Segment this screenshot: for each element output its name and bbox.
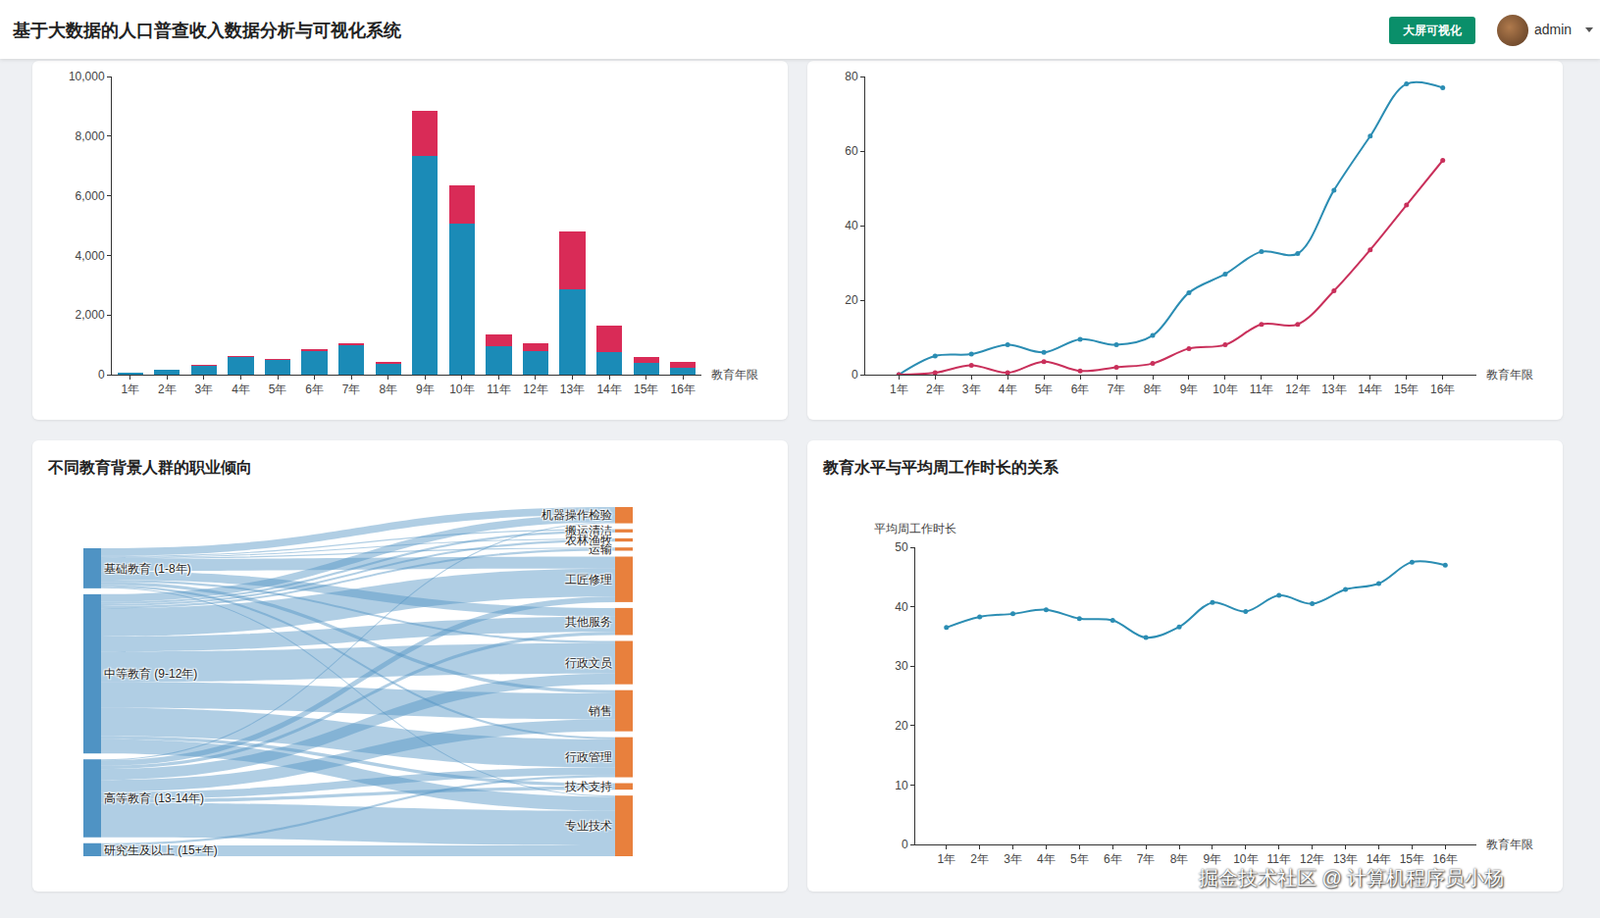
svg-text:其他服务: 其他服务 (565, 615, 613, 629)
svg-text:4年: 4年 (231, 382, 251, 397)
svg-text:14年: 14年 (1366, 852, 1392, 867)
svg-text:2年: 2年 (157, 382, 177, 397)
svg-text:搬运清洁: 搬运清洁 (565, 523, 613, 538)
svg-text:教育年限: 教育年限 (711, 367, 759, 382)
svg-text:5年: 5年 (1034, 382, 1054, 397)
svg-text:3年: 3年 (962, 382, 981, 397)
svg-text:60: 60 (844, 144, 859, 158)
svg-text:10年: 10年 (1233, 852, 1258, 867)
svg-text:8年: 8年 (1170, 852, 1189, 867)
svg-text:15年: 15年 (633, 382, 659, 397)
svg-text:16年: 16年 (1430, 382, 1455, 397)
svg-text:15年: 15年 (1393, 382, 1419, 397)
svg-text:7年: 7年 (1136, 852, 1156, 867)
svg-text:平均周工作时长: 平均周工作时长 (874, 521, 957, 536)
svg-text:20: 20 (894, 719, 909, 733)
svg-text:30: 30 (894, 659, 909, 673)
svg-text:基础教育 (1-8年): 基础教育 (1-8年) (103, 562, 192, 576)
svg-text:机器操作检验: 机器操作检验 (541, 508, 613, 522)
html-text:教育水平与平均周工作时长的关系: 教育水平与平均周工作时长的关系 (823, 459, 1059, 476)
svg-text:1年: 1年 (889, 382, 909, 397)
svg-text:16年: 16年 (1433, 852, 1458, 867)
svg-text:6年: 6年 (305, 382, 324, 397)
svg-text:11年: 11年 (1267, 852, 1291, 867)
svg-text:运输: 运输 (588, 542, 613, 557)
svg-text:11年: 11年 (486, 382, 511, 397)
svg-text:6年: 6年 (1071, 382, 1090, 397)
html-text:基于大数据的人口普查收入数据分析与可视化系统: 基于大数据的人口普查收入数据分析与可视化系统 (12, 20, 402, 41)
svg-text:行政文员: 行政文员 (565, 656, 613, 671)
svg-text:农林渔牧: 农林渔牧 (565, 533, 613, 548)
svg-text:6,000: 6,000 (75, 189, 105, 204)
svg-text:7年: 7年 (342, 382, 362, 397)
svg-text:技术支持: 技术支持 (564, 779, 613, 794)
svg-text:13年: 13年 (1321, 382, 1346, 397)
svg-text:11年: 11年 (1249, 382, 1274, 397)
svg-text:7年: 7年 (1107, 382, 1127, 397)
html-text:大屏可视化: 大屏可视化 (1402, 23, 1462, 38)
svg-text:13年: 13年 (1333, 852, 1358, 867)
svg-text:3年: 3年 (1003, 852, 1023, 867)
svg-text:16年: 16年 (670, 382, 696, 397)
svg-text:教育年限: 教育年限 (1486, 837, 1534, 852)
svg-text:行政管理: 行政管理 (565, 750, 613, 765)
svg-text:14年: 14年 (596, 382, 621, 397)
svg-text:15年: 15年 (1399, 852, 1425, 867)
svg-text:0: 0 (98, 367, 105, 382)
svg-text:5年: 5年 (1070, 852, 1089, 867)
svg-text:教育年限: 教育年限 (1486, 367, 1534, 382)
svg-text:12年: 12年 (1285, 382, 1310, 397)
svg-text:9年: 9年 (415, 382, 435, 397)
svg-text:8,000: 8,000 (75, 129, 105, 144)
svg-text:专业技术: 专业技术 (565, 819, 613, 833)
svg-text:1年: 1年 (120, 382, 140, 397)
svg-text:2年: 2年 (926, 382, 945, 397)
svg-text:高等教育 (13-14年): 高等教育 (13-14年) (103, 791, 205, 806)
html-text:admin: admin (1534, 21, 1572, 38)
svg-text:40: 40 (894, 600, 909, 615)
html-text:掘金技术社区 @ 计算机程序员小杨: 掘金技术社区 @ 计算机程序员小杨 (1198, 867, 1505, 889)
svg-text:13年: 13年 (560, 382, 585, 397)
svg-text:中等教育 (9-12年): 中等教育 (9-12年) (103, 667, 198, 681)
svg-text:2,000: 2,000 (75, 308, 105, 322)
svg-text:4年: 4年 (998, 382, 1018, 397)
svg-text:8年: 8年 (378, 382, 398, 397)
svg-text:3年: 3年 (195, 382, 214, 397)
svg-text:5年: 5年 (268, 382, 288, 397)
svg-text:4,000: 4,000 (75, 249, 105, 263)
svg-text:10年: 10年 (1212, 382, 1238, 397)
svg-text:10: 10 (894, 778, 909, 793)
svg-text:1年: 1年 (936, 852, 956, 867)
svg-text:10,000: 10,000 (68, 69, 105, 84)
svg-text:9年: 9年 (1203, 852, 1223, 867)
svg-text:0: 0 (901, 837, 909, 852)
svg-text:2年: 2年 (970, 852, 989, 867)
svg-text:6年: 6年 (1103, 852, 1123, 867)
svg-text:20: 20 (844, 293, 859, 308)
svg-text:50: 50 (894, 540, 909, 555)
svg-text:销售: 销售 (587, 704, 613, 719)
svg-text:80: 80 (844, 69, 859, 84)
svg-text:12年: 12年 (1299, 852, 1325, 867)
svg-text:研究生及以上 (15+年): 研究生及以上 (15+年) (103, 843, 218, 858)
svg-text:10年: 10年 (449, 382, 474, 397)
svg-text:0: 0 (851, 367, 859, 382)
svg-text:12年: 12年 (522, 382, 548, 397)
svg-text:8年: 8年 (1143, 382, 1163, 397)
svg-text:工匠修理: 工匠修理 (565, 572, 613, 587)
svg-text:4年: 4年 (1036, 852, 1056, 867)
svg-text:14年: 14年 (1357, 382, 1383, 397)
svg-text:40: 40 (844, 218, 859, 233)
svg-text:9年: 9年 (1180, 382, 1199, 397)
html-text:不同教育背景人群的职业倾向: 不同教育背景人群的职业倾向 (48, 459, 253, 476)
